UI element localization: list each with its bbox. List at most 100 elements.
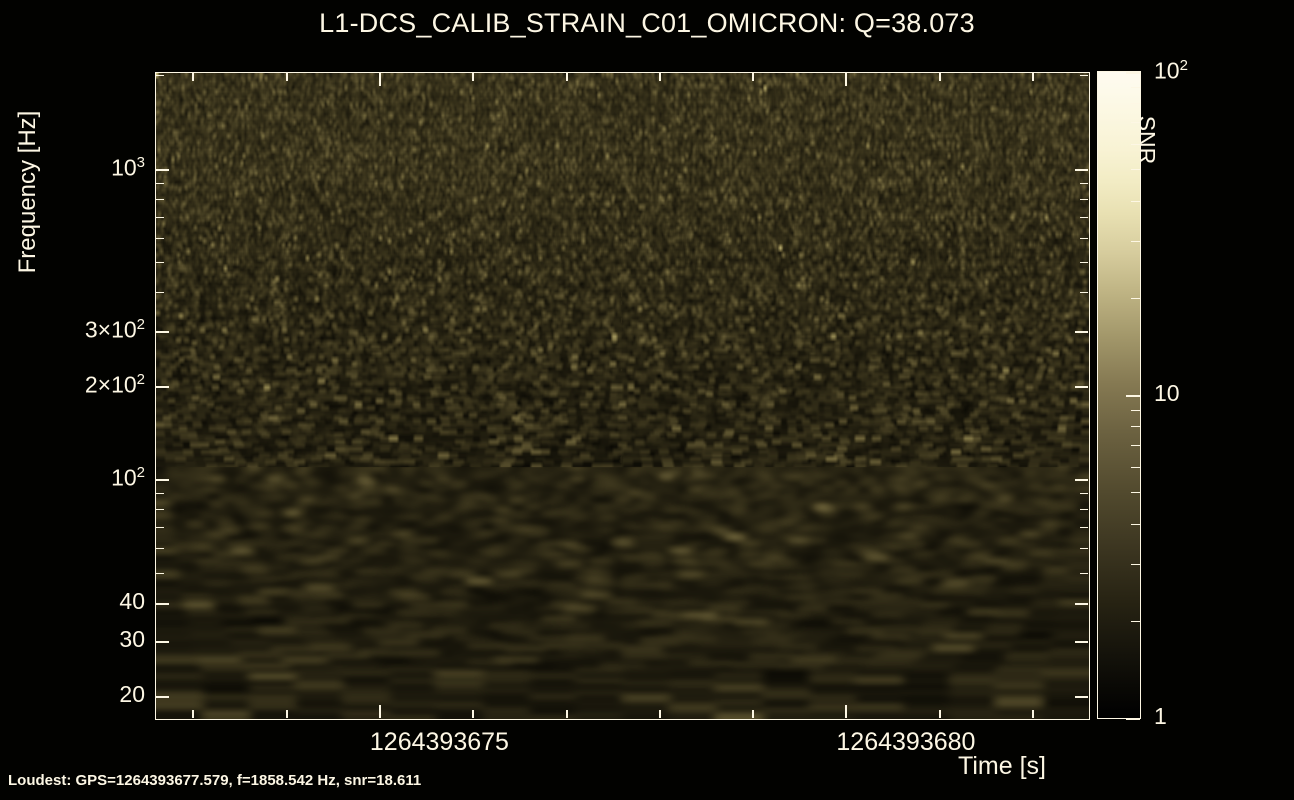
y-minor-tick-mark bbox=[156, 262, 164, 263]
page-title: L1-DCS_CALIB_STRAIN_C01_OMICRON: Q=38.07… bbox=[319, 8, 975, 38]
y-minor-tick-mark bbox=[156, 238, 164, 239]
x-tick-mark-top bbox=[472, 73, 474, 81]
y-tick-mark bbox=[156, 331, 169, 333]
y-minor-tick-mark-right bbox=[1080, 238, 1088, 239]
colorbar-minor-tick-mark bbox=[1131, 298, 1140, 299]
y-minor-tick-mark bbox=[156, 527, 164, 528]
colorbar-minor-tick-mark bbox=[1131, 103, 1140, 104]
x-tick-mark-top bbox=[192, 73, 194, 81]
colorbar-minor-tick-mark bbox=[1131, 492, 1140, 493]
y-minor-tick-mark-right bbox=[1080, 262, 1088, 263]
colorbar-minor-tick-mark bbox=[1131, 144, 1140, 145]
colorbar-tick-label: 1 bbox=[1154, 703, 1167, 729]
y-tick-mark bbox=[156, 386, 169, 388]
x-tick-mark-top bbox=[379, 73, 381, 86]
y-minor-tick-mark-right bbox=[1080, 75, 1088, 76]
x-axis-label: Time [s] bbox=[958, 752, 1046, 780]
colorbar-tick-mark bbox=[1126, 72, 1140, 74]
colorbar-minor-tick-mark bbox=[1131, 241, 1140, 242]
y-tick-mark-right bbox=[1075, 641, 1088, 643]
y-minor-tick-mark-right bbox=[1080, 217, 1088, 218]
colorbar-minor-tick-mark bbox=[1131, 169, 1140, 170]
y-tick-mark bbox=[156, 696, 169, 698]
colorbar-tick-mark bbox=[1126, 718, 1140, 720]
x-minor-tick-mark bbox=[1032, 710, 1034, 718]
y-minor-tick-mark-right bbox=[1080, 183, 1088, 184]
y-minor-tick-mark bbox=[156, 509, 164, 510]
y-tick-label: 103 bbox=[111, 153, 145, 181]
x-minor-tick-mark bbox=[752, 710, 754, 718]
y-tick-mark bbox=[156, 169, 169, 171]
x-tick-mark-top bbox=[659, 73, 661, 81]
x-minor-tick-mark bbox=[192, 710, 194, 718]
x-minor-tick-mark bbox=[286, 710, 288, 718]
x-tick-mark-top bbox=[566, 73, 568, 81]
x-tick-mark bbox=[845, 705, 847, 718]
x-minor-tick-mark bbox=[472, 710, 474, 718]
y-minor-tick-mark bbox=[156, 331, 164, 332]
spectrogram-canvas bbox=[156, 73, 1089, 719]
colorbar-minor-tick-mark bbox=[1131, 426, 1140, 427]
y-axis-label: Frequency [Hz] bbox=[14, 110, 41, 274]
colorbar-minor-tick-mark bbox=[1131, 564, 1140, 565]
colorbar-minor-tick-mark bbox=[1131, 445, 1140, 446]
y-tick-mark-right bbox=[1075, 331, 1088, 333]
x-tick-label: 1264393680 bbox=[836, 728, 976, 756]
y-minor-tick-mark bbox=[156, 548, 164, 549]
y-minor-tick-mark bbox=[156, 696, 164, 697]
y-tick-mark-right bbox=[1075, 479, 1088, 481]
x-minor-tick-mark bbox=[566, 710, 568, 718]
y-minor-tick-mark-right bbox=[1080, 573, 1088, 574]
y-minor-tick-mark bbox=[156, 199, 164, 200]
colorbar-minor-tick-mark bbox=[1131, 410, 1140, 411]
colorbar-minor-tick-mark bbox=[1131, 621, 1140, 622]
y-minor-tick-mark-right bbox=[1080, 292, 1088, 293]
y-tick-label: 30 bbox=[119, 626, 145, 653]
spectrogram-plot-area bbox=[155, 72, 1090, 720]
y-minor-tick-mark bbox=[156, 217, 164, 218]
y-tick-mark bbox=[156, 641, 169, 643]
colorbar-tick-label: 10 bbox=[1154, 380, 1180, 406]
x-tick-label: 1264393675 bbox=[369, 728, 509, 756]
colorbar-tick-label: 102 bbox=[1154, 57, 1188, 84]
y-tick-mark-right bbox=[1075, 386, 1088, 388]
x-tick-mark bbox=[379, 705, 381, 718]
y-tick-label: 40 bbox=[119, 587, 145, 614]
y-tick-label: 20 bbox=[119, 681, 145, 708]
colorbar-minor-tick-mark bbox=[1131, 87, 1140, 88]
y-minor-tick-mark-right bbox=[1080, 527, 1088, 528]
x-minor-tick-mark bbox=[659, 710, 661, 718]
y-minor-tick-mark bbox=[156, 75, 164, 76]
y-minor-tick-mark bbox=[156, 386, 164, 387]
colorbar-minor-tick-mark bbox=[1131, 122, 1140, 123]
y-minor-tick-mark bbox=[156, 641, 164, 642]
y-minor-tick-mark-right bbox=[1080, 199, 1088, 200]
y-minor-tick-mark-right bbox=[1080, 493, 1088, 494]
x-tick-mark-top bbox=[1032, 73, 1034, 81]
x-tick-mark-top bbox=[845, 73, 847, 86]
x-minor-tick-mark bbox=[939, 710, 941, 718]
y-minor-tick-mark bbox=[156, 183, 164, 184]
y-tick-mark bbox=[156, 479, 169, 481]
y-tick-mark bbox=[156, 603, 169, 605]
x-tick-mark-top bbox=[939, 73, 941, 81]
y-minor-tick-mark bbox=[156, 292, 164, 293]
y-minor-tick-mark bbox=[156, 493, 164, 494]
colorbar-minor-tick-mark bbox=[1131, 467, 1140, 468]
y-tick-label: 3×102 bbox=[84, 315, 145, 343]
y-minor-tick-mark bbox=[156, 573, 164, 574]
y-tick-label: 2×102 bbox=[84, 370, 145, 398]
y-minor-tick-mark bbox=[156, 603, 164, 604]
y-minor-tick-mark-right bbox=[1080, 509, 1088, 510]
colorbar-tick-mark bbox=[1126, 395, 1140, 397]
colorbar-minor-tick-mark bbox=[1131, 201, 1140, 202]
x-tick-mark-top bbox=[286, 73, 288, 81]
y-tick-mark-right bbox=[1075, 696, 1088, 698]
y-tick-mark-right bbox=[1075, 603, 1088, 605]
y-minor-tick-mark-right bbox=[1080, 548, 1088, 549]
y-tick-label: 102 bbox=[111, 464, 145, 491]
x-tick-mark-top bbox=[752, 73, 754, 81]
colorbar-minor-tick-mark bbox=[1131, 524, 1140, 525]
y-tick-mark-right bbox=[1075, 169, 1088, 171]
